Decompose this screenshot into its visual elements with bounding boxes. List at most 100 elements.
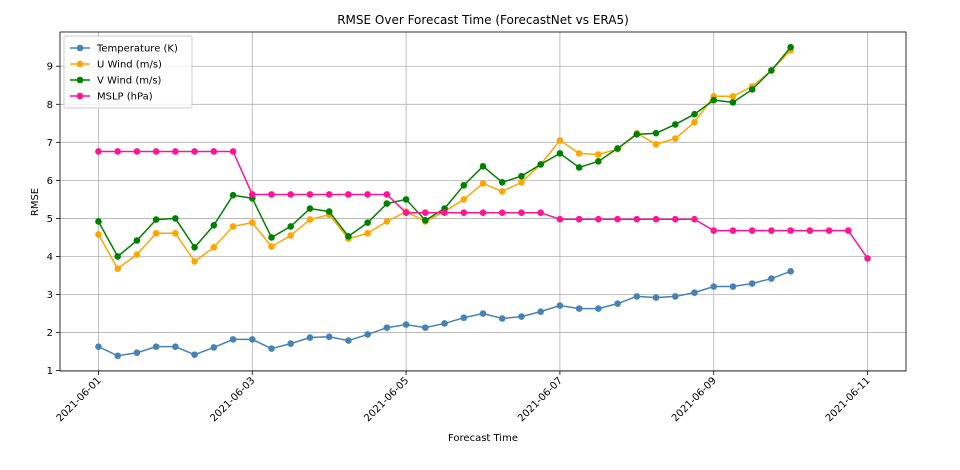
data-point <box>479 163 487 170</box>
data-point <box>402 321 410 328</box>
data-point <box>172 215 179 222</box>
data-point <box>306 334 314 341</box>
data-point <box>248 336 256 343</box>
data-point <box>191 244 198 251</box>
data-point <box>633 131 641 138</box>
data-point <box>402 209 410 217</box>
data-point <box>825 227 833 234</box>
x-tick-label: 2021-06-09 <box>670 375 719 424</box>
data-point <box>787 227 794 234</box>
data-point <box>325 333 333 341</box>
data-point <box>306 191 314 198</box>
data-point <box>691 110 698 118</box>
series-line <box>98 270 791 357</box>
data-point <box>268 345 275 352</box>
data-point <box>287 191 295 198</box>
data-point <box>248 191 256 198</box>
data-point <box>133 349 141 357</box>
data-point <box>806 227 814 234</box>
data-point <box>460 209 468 217</box>
data-point <box>710 227 718 234</box>
data-point <box>345 233 352 240</box>
data-point <box>172 148 179 155</box>
data-point <box>479 310 487 317</box>
data-point <box>671 121 679 128</box>
data-point <box>518 172 525 180</box>
data-point <box>556 302 564 309</box>
data-point <box>479 180 487 187</box>
data-point <box>575 164 583 171</box>
legend-label: Temperature (K) <box>96 44 178 55</box>
data-point <box>710 96 718 104</box>
y-axis-label: RMSE <box>30 188 41 216</box>
data-point <box>210 344 218 351</box>
data-point <box>364 229 371 237</box>
data-point <box>518 178 525 186</box>
data-point <box>671 135 679 142</box>
data-point <box>364 191 371 198</box>
data-point <box>595 151 602 158</box>
data-point <box>383 200 391 207</box>
y-tick-label: 7 <box>47 138 53 149</box>
data-point <box>498 315 506 322</box>
data-point <box>556 137 564 144</box>
data-point <box>229 223 237 230</box>
data-point <box>95 231 102 238</box>
x-tick-label: 2021-06-05 <box>362 375 411 424</box>
data-point <box>498 209 506 217</box>
y-tick-label: 4 <box>47 252 53 263</box>
data-point <box>172 229 179 237</box>
y-tick-label: 3 <box>47 290 53 301</box>
data-point <box>383 324 391 331</box>
data-point <box>441 209 448 217</box>
data-point <box>768 227 775 234</box>
data-point <box>652 215 660 223</box>
data-point <box>287 340 295 347</box>
data-point <box>595 158 602 165</box>
data-point <box>114 352 121 360</box>
x-tick-label: 2021-06-03 <box>209 375 258 424</box>
series-line <box>97 49 792 270</box>
x-tick-label: 2021-06-01 <box>55 375 104 424</box>
data-point <box>575 150 583 157</box>
data-point <box>191 258 198 265</box>
data-point <box>691 118 698 126</box>
data-point <box>306 216 314 223</box>
data-point <box>729 99 737 106</box>
data-point <box>691 289 698 296</box>
legend-label: U Wind (m/s) <box>97 60 162 71</box>
data-point <box>422 209 429 217</box>
data-point <box>748 227 756 234</box>
data-point <box>710 283 718 290</box>
data-point <box>191 351 198 358</box>
data-point <box>748 280 756 287</box>
data-point <box>95 218 102 225</box>
data-point <box>325 191 333 198</box>
data-point <box>152 148 160 155</box>
data-point <box>633 215 641 223</box>
data-point <box>556 150 564 157</box>
data-point <box>325 208 333 215</box>
data-point <box>556 215 564 223</box>
data-point <box>383 218 391 225</box>
legend-marker <box>76 92 84 100</box>
x-tick-label: 2021-06-11 <box>824 375 873 424</box>
data-point <box>652 294 660 301</box>
data-point <box>364 219 371 226</box>
data-point <box>114 148 121 155</box>
x-axis-label: Forecast Time <box>448 433 518 444</box>
data-point <box>133 148 141 155</box>
data-point <box>191 148 198 155</box>
data-point <box>133 251 141 258</box>
data-point <box>114 265 121 272</box>
data-point <box>422 217 429 224</box>
data-point <box>864 255 871 262</box>
y-tick-label: 5 <box>47 214 53 225</box>
data-point <box>287 232 295 239</box>
data-point <box>268 234 275 241</box>
data-point <box>518 313 525 320</box>
legend: Temperature (K) U Wind (m/s) V Wind (m/s) M… <box>63 35 193 109</box>
data-point <box>518 209 525 217</box>
data-point <box>229 336 237 343</box>
